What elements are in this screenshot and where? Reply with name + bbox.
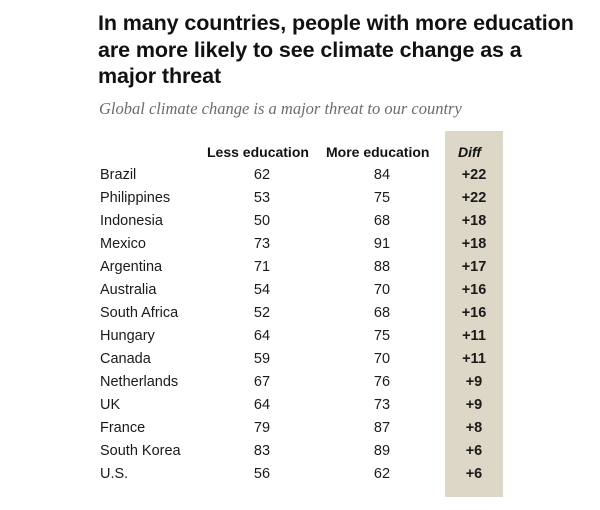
table-row: Hungary 64 75 +11: [0, 325, 600, 348]
row-less-education-value: 64: [253, 328, 271, 344]
row-country-label: Canada: [100, 351, 151, 367]
row-country-label: UK: [100, 397, 121, 413]
table-row: Australia 54 70 +16: [0, 279, 600, 302]
row-less-education-value: 59: [253, 351, 271, 367]
table-row: UK 64 73 +9: [0, 394, 600, 417]
column-header-less-education: Less education: [207, 144, 309, 160]
row-more-education-value: 76: [373, 374, 391, 390]
row-diff-value: +18: [461, 213, 487, 229]
row-country-label: Indonesia: [100, 213, 163, 229]
row-more-education-value: 70: [373, 282, 391, 298]
table-row: Indonesia 50 68 +18: [0, 210, 600, 233]
row-less-education-value: 53: [253, 190, 271, 206]
row-country-label: Hungary: [100, 328, 155, 344]
row-less-education-value: 64: [253, 397, 271, 413]
row-less-education-value: 54: [253, 282, 271, 298]
row-country-label: Mexico: [100, 236, 146, 252]
row-less-education-value: 73: [253, 236, 271, 252]
row-country-label: Brazil: [100, 167, 137, 183]
table-body: Brazil 62 84 +22 Philippines 53 75 +22 Indonesia…: [0, 164, 600, 486]
table-row: U.S. 56 62 +6: [0, 463, 600, 486]
row-diff-value: +16: [461, 305, 487, 321]
row-diff-value: +8: [465, 420, 483, 436]
table-row: Philippines 53 75 +22: [0, 187, 600, 210]
row-less-education-value: 79: [253, 420, 271, 436]
row-diff-value: +18: [461, 236, 487, 252]
row-country-label: Netherlands: [100, 374, 179, 390]
row-diff-value: +11: [462, 328, 486, 344]
row-country-label: South Korea: [100, 443, 181, 459]
column-header-more-education: More education: [326, 144, 430, 160]
table-row: South Korea 83 89 +6: [0, 440, 600, 463]
row-more-education-value: 84: [373, 167, 391, 183]
row-less-education-value: 52: [253, 305, 271, 321]
row-less-education-value: 71: [253, 259, 271, 275]
row-more-education-value: 91: [373, 236, 391, 252]
row-country-label: South Africa: [100, 305, 179, 321]
row-more-education-value: 87: [373, 420, 391, 436]
column-header-diff: Diff: [458, 144, 482, 160]
chart-subtitle: Global climate change is a major threat …: [99, 99, 462, 118]
row-more-education-value: 62: [373, 466, 391, 482]
row-country-label: Argentina: [100, 259, 163, 275]
table-row: Mexico 73 91 +18: [0, 233, 600, 256]
table-row: Argentina 71 88 +17: [0, 256, 600, 279]
row-diff-value: +11: [462, 351, 486, 367]
row-more-education-value: 75: [373, 190, 391, 206]
row-less-education-value: 56: [253, 466, 271, 482]
row-diff-value: +22: [461, 167, 487, 183]
row-less-education-value: 67: [253, 374, 271, 390]
row-country-label: France: [100, 420, 146, 436]
row-less-education-value: 83: [253, 443, 271, 459]
row-country-label: Australia: [100, 282, 157, 298]
row-more-education-value: 75: [373, 328, 391, 344]
row-more-education-value: 70: [373, 351, 391, 367]
table-row: Brazil 62 84 +22: [0, 164, 600, 187]
row-more-education-value: 68: [373, 305, 391, 321]
table-row: France 79 87 +8: [0, 417, 600, 440]
row-country-label: U.S.: [100, 466, 129, 482]
row-diff-value: +6: [465, 443, 483, 459]
table-row: Canada 59 70 +11: [0, 348, 600, 371]
row-less-education-value: 62: [253, 167, 271, 183]
row-diff-value: +17: [461, 259, 487, 275]
row-more-education-value: 89: [373, 443, 391, 459]
row-diff-value: +6: [465, 466, 483, 482]
row-diff-value: +9: [465, 397, 483, 413]
row-diff-value: +9: [465, 374, 483, 390]
row-more-education-value: 68: [373, 213, 391, 229]
row-diff-value: +16: [461, 282, 487, 298]
row-country-label: Philippines: [100, 190, 171, 206]
diff-column-highlight: [445, 131, 503, 497]
chart-title: In many countries, people with more educ…: [98, 11, 574, 88]
row-more-education-value: 73: [373, 397, 391, 413]
row-diff-value: +22: [461, 190, 487, 206]
table-row: South Africa 52 68 +16: [0, 302, 600, 325]
row-more-education-value: 88: [373, 259, 391, 275]
table-row: Netherlands 67 76 +9: [0, 371, 600, 394]
row-less-education-value: 50: [253, 213, 271, 229]
